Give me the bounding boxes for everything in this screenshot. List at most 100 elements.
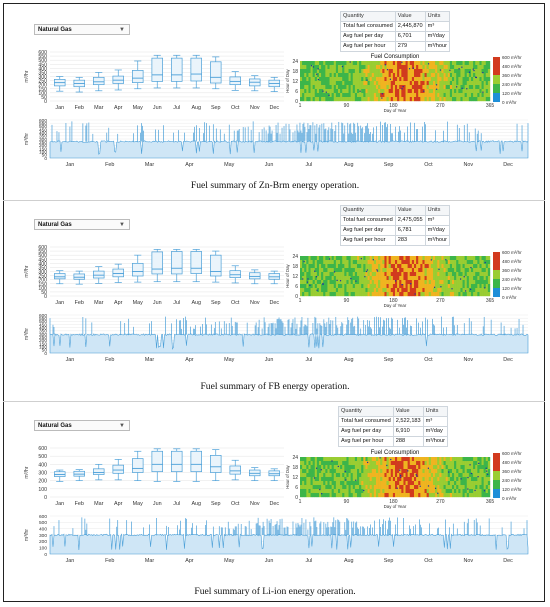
heatmap-cell <box>411 284 415 289</box>
heatmap-cell <box>348 260 351 265</box>
fuel-type-dropdown[interactable]: Natural Gas ▼ <box>34 219 130 230</box>
heatmap-cell <box>466 93 470 98</box>
heatmap-cell <box>376 473 379 478</box>
heatmap-cell <box>384 489 387 494</box>
heatmap-cell <box>388 473 391 478</box>
heatmap-cell <box>456 65 459 70</box>
heatmap-cell <box>365 461 368 466</box>
heatmap-cell <box>386 457 389 462</box>
heatmap-cell <box>316 97 320 102</box>
y-tick-label: 250 <box>38 79 47 85</box>
heatmap-cell <box>331 69 334 74</box>
heatmap-cell <box>382 69 385 74</box>
heatmap-cell <box>371 469 375 474</box>
heatmap-cell <box>333 461 337 466</box>
heatmap-cell <box>462 284 465 289</box>
heatmap-cell <box>352 280 356 285</box>
heatmap-cell <box>327 288 330 293</box>
colorbar-label: 0 m³/hr <box>502 100 517 105</box>
heatmap-cell <box>424 280 427 285</box>
heatmap-cell <box>335 256 339 261</box>
heatmap-cell <box>401 493 404 498</box>
box <box>132 262 144 277</box>
heatmap-cell <box>333 288 337 293</box>
heatmap-cell <box>409 73 413 78</box>
heatmap-cell <box>308 461 311 466</box>
heatmap-cell <box>380 77 383 82</box>
heatmap-cell <box>344 473 347 478</box>
heatmap-cell <box>363 477 366 482</box>
heatmap-cell <box>382 85 385 90</box>
y-tick-label: 6 <box>295 89 298 95</box>
heatmap-cell <box>401 61 404 66</box>
heatmap-cell <box>346 89 349 94</box>
y-tick-label: 350 <box>38 265 47 271</box>
heatmap-cell <box>430 292 434 297</box>
heatmap-cell <box>418 89 421 94</box>
heatmap-cell <box>359 485 362 490</box>
heatmap-cell <box>384 280 387 285</box>
heatmap-cell <box>487 61 491 66</box>
heatmap-cell <box>380 85 383 90</box>
heatmap-cell <box>321 272 324 277</box>
heatmap-cell <box>473 77 476 82</box>
heatmap-cell <box>340 292 343 297</box>
fuel-type-value: Natural Gas <box>38 222 72 228</box>
heatmap-cell <box>316 485 320 490</box>
heatmap-cell <box>418 272 421 277</box>
heatmap-cell <box>405 288 408 293</box>
box <box>190 251 202 274</box>
heatmap-cell <box>342 485 345 490</box>
heatmap-cell <box>435 292 438 297</box>
heatmap-cell <box>361 81 364 86</box>
heatmap-cell <box>340 280 343 285</box>
heatmap-cell <box>468 292 472 297</box>
heatmap-cell <box>458 85 461 90</box>
heatmap-cell <box>471 288 474 293</box>
heatmap-cell <box>418 97 421 102</box>
heatmap-cell <box>386 276 389 281</box>
heatmap-cell <box>340 97 343 102</box>
heatmap-cell <box>340 81 343 86</box>
heatmap-cell <box>308 69 311 74</box>
box <box>112 464 124 474</box>
heatmap-cell <box>367 256 370 261</box>
heatmap-cell <box>447 77 451 82</box>
heatmap-cell <box>321 69 324 74</box>
heatmap-cell <box>344 97 347 102</box>
fuel-type-dropdown[interactable]: Natural Gas ▼ <box>34 420 130 431</box>
heatmap-cell <box>392 288 396 293</box>
heatmap-cell <box>365 489 368 494</box>
heatmap-cell <box>424 284 427 289</box>
heatmap-cell <box>392 89 396 94</box>
heatmap-cell <box>376 89 379 94</box>
heatmap-cell <box>361 481 364 486</box>
heatmap-cell <box>454 280 457 285</box>
heatmap-cell <box>316 489 320 494</box>
heatmap-cell <box>354 97 358 102</box>
heatmap-cell <box>333 465 337 470</box>
heatmap-cell <box>445 280 448 285</box>
heatmap-title: Fuel Consumption <box>371 54 420 60</box>
heatmap-cell <box>333 97 337 102</box>
heatmap-cell <box>426 85 429 90</box>
heatmap-cell <box>388 469 391 474</box>
heatmap-cell <box>331 77 334 82</box>
heatmap-cell <box>325 288 328 293</box>
heatmap-cell <box>342 284 345 289</box>
heatmap-cell <box>420 276 423 281</box>
heatmap-cell <box>452 85 455 90</box>
heatmap-cell <box>352 481 356 486</box>
heatmap-cell <box>338 73 341 78</box>
heatmap-cell <box>380 97 383 102</box>
heatmap-cell <box>357 457 360 462</box>
heatmap-cell <box>354 65 358 70</box>
heatmap-cell <box>388 81 391 86</box>
heatmap-cell <box>369 292 372 297</box>
heatmap-cell <box>397 81 400 86</box>
heatmap-cell <box>340 260 343 265</box>
heatmap-cell <box>329 89 332 94</box>
fuel-type-dropdown[interactable]: Natural Gas ▼ <box>34 24 130 35</box>
y-tick-label: 450 <box>39 127 47 133</box>
heatmap-cell <box>323 465 326 470</box>
